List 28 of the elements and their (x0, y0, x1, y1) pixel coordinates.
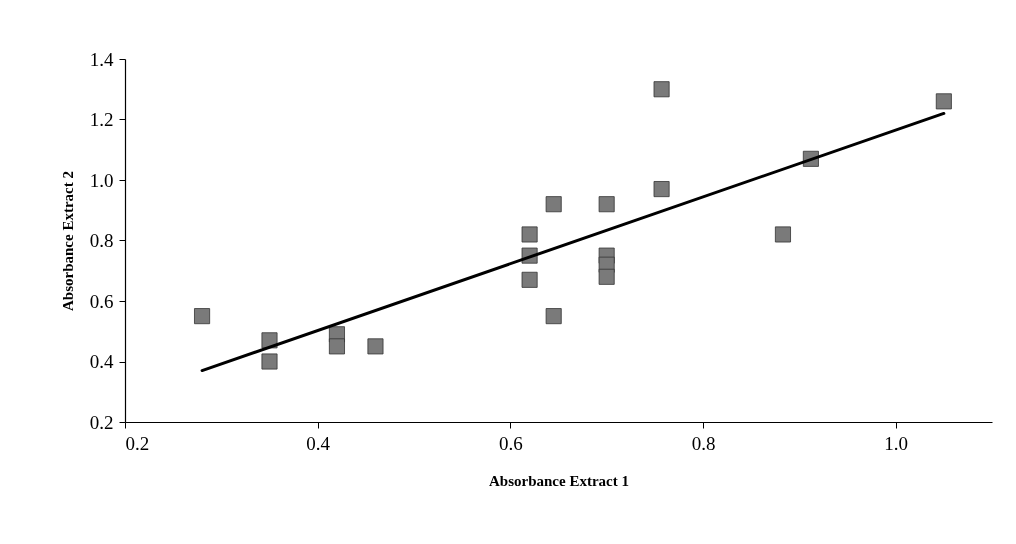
point (653, 181, 670, 198)
point (935, 93, 952, 110)
y-tick-label: 1.2 (89, 109, 114, 130)
point (545, 308, 562, 325)
x-tick-label: 0.2 (125, 432, 150, 454)
y-tick-label: 1.0 (89, 169, 114, 191)
point (261, 353, 278, 370)
point (367, 338, 384, 355)
point (328, 338, 345, 355)
point (598, 196, 615, 213)
y-tick-label: 0.2 (89, 411, 114, 433)
point (521, 226, 538, 243)
y-tick-label: 1.4 (89, 48, 114, 70)
x-tick-label: 0.6 (498, 432, 523, 454)
point (194, 308, 211, 325)
point (774, 226, 791, 243)
point (545, 196, 562, 213)
x-axis-title: Absorbance Extract 1 (489, 472, 629, 489)
y-tick-label: 0.6 (89, 290, 114, 312)
point (653, 81, 670, 98)
y-axis-title: Absorbance Extract 2 (59, 171, 76, 311)
y-tick-label: 0.4 (89, 351, 114, 372)
point (521, 271, 538, 288)
x-tick-label: 0.4 (306, 432, 331, 454)
x-tick-label: 0.8 (691, 432, 716, 454)
point (598, 268, 615, 285)
y-tick-label: 0.8 (89, 230, 114, 251)
x-tick-label: 1.0 (884, 432, 909, 454)
